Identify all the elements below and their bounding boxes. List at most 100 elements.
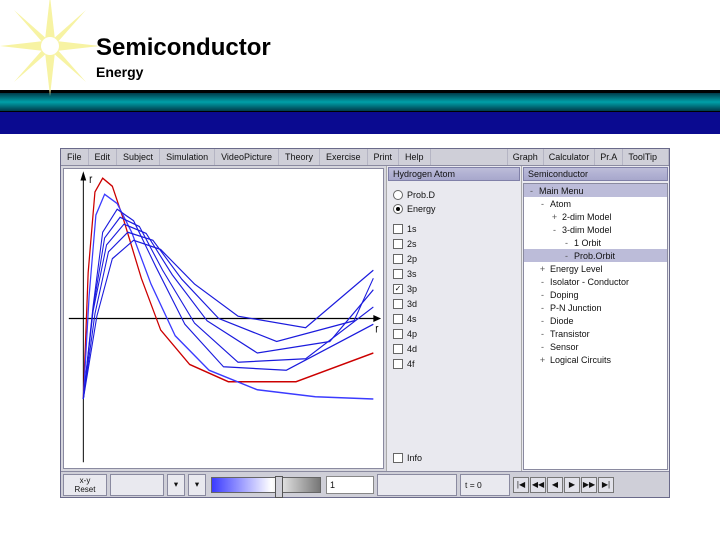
expand-icon: - bbox=[562, 251, 571, 261]
app-body: rr Hydrogen Atom Prob.D Energy 1s2s2p3s3… bbox=[61, 166, 669, 471]
radio-probd[interactable]: Prob.D bbox=[387, 188, 521, 202]
time-status: t = 0 bbox=[460, 474, 510, 496]
tree-item[interactable]: -Transistor bbox=[524, 327, 667, 340]
value-slider[interactable] bbox=[211, 477, 321, 493]
chk-2s[interactable]: 2s bbox=[387, 237, 521, 251]
tree-label: Doping bbox=[550, 290, 579, 300]
chk-1s[interactable]: 1s bbox=[387, 222, 521, 236]
menu-help[interactable]: Help bbox=[399, 149, 431, 165]
value-spinner[interactable]: 1 bbox=[326, 476, 374, 494]
tree-label: 1 Orbit bbox=[574, 238, 601, 248]
slide-subtitle: Energy bbox=[96, 64, 720, 80]
btn-label: x-y bbox=[80, 476, 91, 485]
time-label: t = 0 bbox=[465, 480, 482, 490]
tree-label: Atom bbox=[550, 199, 571, 209]
chk-label: 3s bbox=[407, 269, 417, 279]
chk-4d[interactable]: 4d bbox=[387, 342, 521, 356]
tree-item[interactable]: -Doping bbox=[524, 288, 667, 301]
nav-ffwd[interactable]: ▶▶ bbox=[581, 477, 597, 493]
star-icon bbox=[0, 0, 100, 100]
menu-print[interactable]: Print bbox=[368, 149, 400, 165]
chk-label: 2p bbox=[407, 254, 417, 264]
radio-icon bbox=[393, 204, 403, 214]
menu-file[interactable]: File bbox=[61, 149, 89, 165]
nav-rewind[interactable]: ◀◀ bbox=[530, 477, 546, 493]
chk-3d[interactable]: 3d bbox=[387, 297, 521, 311]
tree-label: Prob.Orbit bbox=[574, 251, 615, 261]
menu-graph[interactable]: Graph bbox=[507, 149, 543, 165]
tree-panel-title: Semiconductor bbox=[523, 167, 668, 181]
expand-icon: - bbox=[550, 225, 559, 235]
chk-label: 4s bbox=[407, 314, 417, 324]
toolbar-box-a[interactable] bbox=[110, 474, 164, 496]
nav-first[interactable]: |◀ bbox=[513, 477, 529, 493]
checkbox-icon bbox=[393, 269, 403, 279]
nav-last[interactable]: ▶| bbox=[598, 477, 614, 493]
tree-item[interactable]: -Sensor bbox=[524, 340, 667, 353]
nav-back[interactable]: ◀ bbox=[547, 477, 563, 493]
playback-controls: |◀ ◀◀ ◀ ▶ ▶▶ ▶| bbox=[513, 477, 614, 493]
tree-item[interactable]: -1 Orbit bbox=[524, 236, 667, 249]
blue-band bbox=[0, 112, 720, 134]
nav-play[interactable]: ▶ bbox=[564, 477, 580, 493]
chk-label: 2s bbox=[407, 239, 417, 249]
tree-item[interactable]: -Isolator - Conductor bbox=[524, 275, 667, 288]
menubar-right: Graph Calculator Pr.A ToolTip bbox=[501, 149, 669, 165]
tree-label: 3-dim Model bbox=[562, 225, 612, 235]
tree-label: Isolator - Conductor bbox=[550, 277, 629, 287]
btn-label: Reset bbox=[75, 485, 96, 494]
chk-label: Info bbox=[407, 453, 422, 463]
app-container: File Edit Subject Simulation VideoPictur… bbox=[0, 134, 720, 540]
chk-4p[interactable]: 4p bbox=[387, 327, 521, 341]
tree-item[interactable]: +2-dim Model bbox=[524, 210, 667, 223]
orbital-list: 1s 2s 2p 3s 3p 3d 4s 4p4d4f bbox=[387, 216, 521, 431]
tree-item[interactable]: -3-dim Model bbox=[524, 223, 667, 236]
chk-info[interactable]: Info bbox=[387, 451, 521, 465]
tree-item[interactable]: +Logical Circuits bbox=[524, 353, 667, 366]
dropdown-toggle[interactable]: ▾ bbox=[188, 474, 206, 496]
tree-label: Logical Circuits bbox=[550, 355, 611, 365]
chk-4f[interactable]: 4f bbox=[387, 357, 521, 371]
tree-item[interactable]: -Prob.Orbit bbox=[524, 249, 667, 262]
tree-item[interactable]: -P-N Junction bbox=[524, 301, 667, 314]
simulation-app: File Edit Subject Simulation VideoPictur… bbox=[60, 148, 670, 498]
expand-icon: - bbox=[538, 303, 547, 313]
menu-exercise[interactable]: Exercise bbox=[320, 149, 368, 165]
radio-energy[interactable]: Energy bbox=[387, 202, 521, 216]
tree-item[interactable]: +Energy Level bbox=[524, 262, 667, 275]
chk-label: 1s bbox=[407, 224, 417, 234]
tree-panel: Semiconductor -Main Menu-Atom+2-dim Mode… bbox=[521, 166, 669, 471]
tree-item[interactable]: -Main Menu bbox=[524, 184, 667, 197]
chk-label: 3p bbox=[407, 284, 417, 294]
radio-icon bbox=[393, 190, 403, 200]
tree-label: Sensor bbox=[550, 342, 579, 352]
chk-4s[interactable]: 4s bbox=[387, 312, 521, 326]
chk-3s[interactable]: 3s bbox=[387, 267, 521, 281]
toolbar-box-b[interactable] bbox=[377, 474, 457, 496]
tree-label: P-N Junction bbox=[550, 303, 602, 313]
xy-reset-button[interactable]: x-y Reset bbox=[63, 474, 107, 496]
menu-subject[interactable]: Subject bbox=[117, 149, 160, 165]
tree-item[interactable]: -Atom bbox=[524, 197, 667, 210]
chk-2p[interactable]: 2p bbox=[387, 252, 521, 266]
menu-videopicture[interactable]: VideoPicture bbox=[215, 149, 279, 165]
expand-icon: + bbox=[550, 212, 559, 222]
menu-tooltip[interactable]: ToolTip bbox=[622, 149, 662, 165]
checkbox-icon bbox=[393, 453, 403, 463]
menu-pra[interactable]: Pr.A bbox=[594, 149, 622, 165]
chk-3p[interactable]: 3p bbox=[387, 282, 521, 296]
expand-icon: - bbox=[538, 199, 547, 209]
bottom-toolbar: x-y Reset ▾ ▾ 1 t = 0 |◀ ◀◀ ◀ ▶ ▶▶ ▶| bbox=[61, 471, 669, 497]
tree-label: 2-dim Model bbox=[562, 212, 612, 222]
tree-label: Energy Level bbox=[550, 264, 603, 274]
menu-edit[interactable]: Edit bbox=[89, 149, 118, 165]
energy-plot: rr bbox=[63, 168, 384, 469]
expand-icon: - bbox=[538, 290, 547, 300]
tree-item[interactable]: -Diode bbox=[524, 314, 667, 327]
menu-theory[interactable]: Theory bbox=[279, 149, 320, 165]
menu-simulation[interactable]: Simulation bbox=[160, 149, 215, 165]
dropdown-toggle[interactable]: ▾ bbox=[167, 474, 185, 496]
expand-icon: + bbox=[538, 264, 547, 274]
menubar: File Edit Subject Simulation VideoPictur… bbox=[61, 149, 669, 166]
menu-calculator[interactable]: Calculator bbox=[543, 149, 595, 165]
